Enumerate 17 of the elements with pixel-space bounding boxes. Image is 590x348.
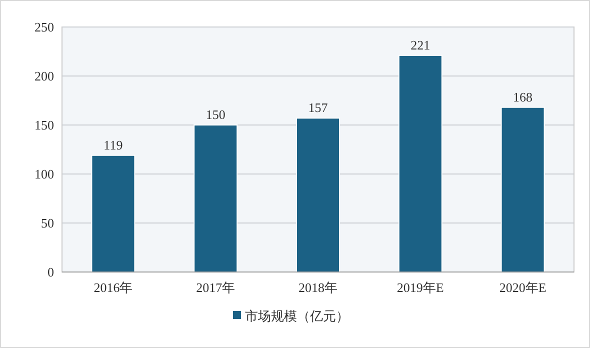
y-tick-label: 50 xyxy=(41,216,54,231)
y-tick-label: 250 xyxy=(34,20,54,35)
y-tick-label: 200 xyxy=(34,68,54,84)
legend-label: 市场规模（亿元） xyxy=(245,308,349,324)
y-tick-label: 0 xyxy=(48,264,54,280)
data-label: 157 xyxy=(308,100,328,116)
x-tick-label: 2020年E xyxy=(499,280,546,295)
data-label: 150 xyxy=(206,107,226,122)
x-tick-label: 2017年 xyxy=(196,280,236,295)
x-tick-label: 2019年E xyxy=(396,280,444,295)
y-tick-label: 100 xyxy=(34,166,54,182)
data-label: 119 xyxy=(104,137,123,152)
data-label: 168 xyxy=(513,89,533,104)
data-label: 221 xyxy=(410,37,430,52)
x-tick-label: 2016年 xyxy=(94,280,133,295)
x-tick-label: 2018年 xyxy=(298,280,338,295)
y-tick-label: 150 xyxy=(34,118,54,133)
